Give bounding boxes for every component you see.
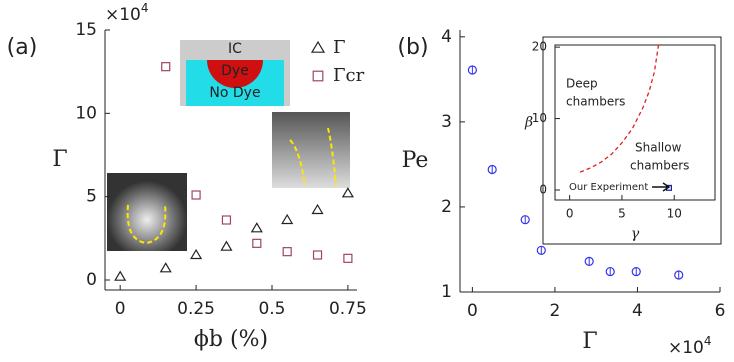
axis-multiplier: ×104 [105, 1, 149, 26]
marker [191, 190, 201, 200]
x-axis-label: ϕb (%) [194, 327, 268, 352]
x-axis-label: Γ [582, 329, 597, 354]
x-tick-label: 0 [467, 301, 478, 321]
x-tick-label: 10 [667, 207, 682, 221]
x-tick-label: 0.25 [177, 299, 215, 319]
panel-label: (b) [397, 35, 428, 60]
schematic-label: No Dye [209, 85, 260, 101]
inset-annotation: chambers [630, 159, 689, 173]
marker [311, 203, 324, 215]
y-tick-label: 2 [441, 197, 452, 217]
schematic-label: IC [228, 41, 242, 57]
y-tick-label: 10 [532, 111, 547, 125]
legend-label: Γcr [333, 65, 365, 86]
legend-label: Γ [333, 37, 346, 58]
inset-annotation: chambers [566, 95, 625, 109]
multiplier-base: ×10 [105, 5, 141, 25]
marker [343, 253, 353, 263]
marker [252, 238, 262, 248]
x-tick-label: 0.75 [329, 299, 367, 319]
inset-annotation: Shallow [635, 141, 682, 155]
y-tick-label: 15 [75, 20, 97, 40]
legend-marker [310, 40, 326, 53]
multiplier-base: ×10 [668, 338, 704, 358]
inset-annotation: Our Experiment [569, 182, 648, 193]
line [579, 44, 660, 173]
marker [312, 250, 323, 260]
x-tick-label: 0 [566, 207, 574, 221]
photo-left [107, 173, 187, 251]
x-tick-label: 2 [550, 301, 561, 321]
x-tick-label: 5 [618, 207, 626, 221]
panel-label: (a) [7, 35, 38, 60]
inset-annotation: Deep [566, 77, 598, 91]
schematic [180, 40, 290, 106]
photo-right [272, 112, 350, 188]
arrow [652, 182, 671, 192]
x-tick-label: 6 [715, 301, 726, 321]
x-tick-label: 4 [632, 301, 643, 321]
y-axis-label: Pe [402, 148, 429, 173]
y-tick-label: 3 [441, 112, 452, 132]
y-tick-label: 1 [441, 282, 452, 302]
axis-multiplier: ×104 [668, 334, 712, 359]
multiplier-exponent: 4 [704, 334, 712, 348]
y-tick-label: 0 [539, 183, 547, 197]
multiplier-exponent: 4 [141, 1, 149, 15]
marker [221, 215, 232, 225]
y-tick-label: 4 [441, 27, 452, 47]
marker [161, 62, 171, 72]
inset-frame [542, 36, 722, 245]
marker [250, 222, 263, 233]
y-axis-label: β [524, 115, 533, 131]
marker [159, 262, 172, 273]
legend-marker [312, 70, 324, 82]
x-tick-label: 0.5 [258, 299, 285, 319]
marker [341, 187, 354, 198]
y-tick-label: 10 [75, 103, 97, 123]
marker [114, 270, 127, 281]
y-axis-label: Γ [52, 147, 67, 172]
marker [282, 247, 292, 257]
marker [220, 240, 233, 251]
schematic-label: Dye [221, 63, 249, 79]
y-tick-label: 0 [86, 270, 97, 290]
marker [190, 248, 203, 260]
x-axis-label: γ [631, 226, 640, 242]
y-tick-label: 20 [532, 40, 547, 54]
x-tick-label: 0 [115, 299, 126, 319]
y-tick-label: 5 [86, 187, 97, 207]
marker [281, 213, 294, 225]
